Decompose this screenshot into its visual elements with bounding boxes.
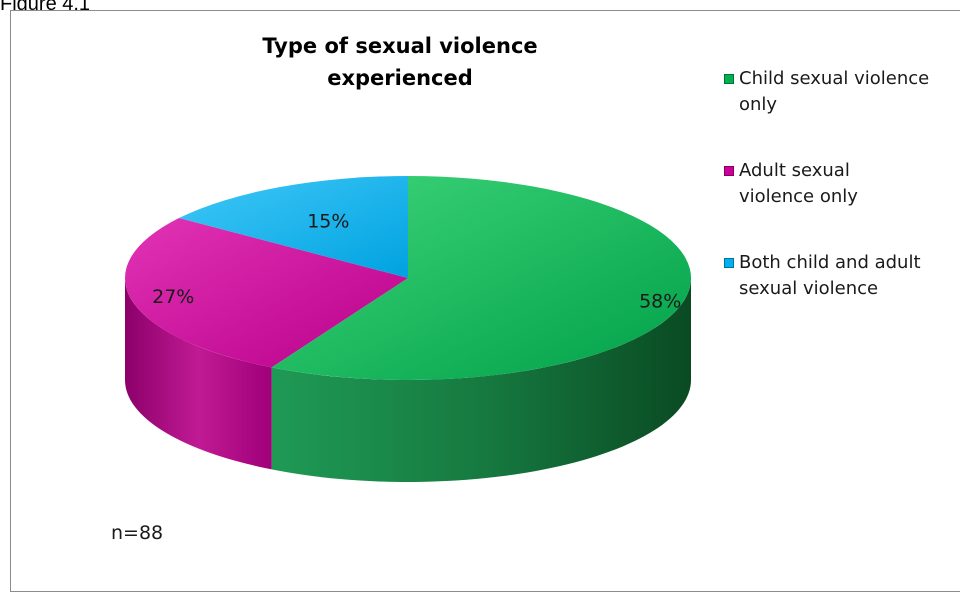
legend-label-both-line-1: Both child and adult [739,252,921,273]
sample-size-label: n=88 [111,522,164,544]
legend-label-adult-only-line-2: violence only [739,186,858,207]
legend-label-child-only-line-1: Child sexual violence [739,68,930,89]
chart-title-line-1: Type of sexual violence [262,34,538,58]
chart-title: Type of sexual violence experienced [255,30,545,94]
legend-label-child-only-line-2: only [739,94,778,115]
legend-label-both-line-2: sexual violence [739,278,879,299]
pie-slice-both [179,176,408,278]
legend-label-adult-only-line-1: Adult sexual [739,160,850,181]
chart-title-line-2: experienced [327,66,473,90]
legend-item-adult-only: Adult sexual violence only [724,158,960,210]
pie-slice-child-only [271,176,692,380]
pie-slice-adult-only [125,218,409,368]
legend-item-child-only: Child sexual violence only [724,66,960,118]
legend: Child sexual violence only Adult sexual … [724,66,960,302]
legend-item-both: Both child and adult sexual violence [724,250,960,302]
pie-slice-side-adult-only [125,278,272,470]
data-label-both: 15% [307,211,349,233]
pie-slice-side-child-only [271,278,691,482]
legend-swatch-child-only [724,74,734,84]
legend-swatch-both [724,258,734,268]
legend-swatch-adult-only [724,166,734,176]
data-label-child-only: 58% [639,290,681,312]
data-label-adult-only: 27% [152,286,194,308]
pie-chart: 58% 27% 15% [125,176,692,482]
